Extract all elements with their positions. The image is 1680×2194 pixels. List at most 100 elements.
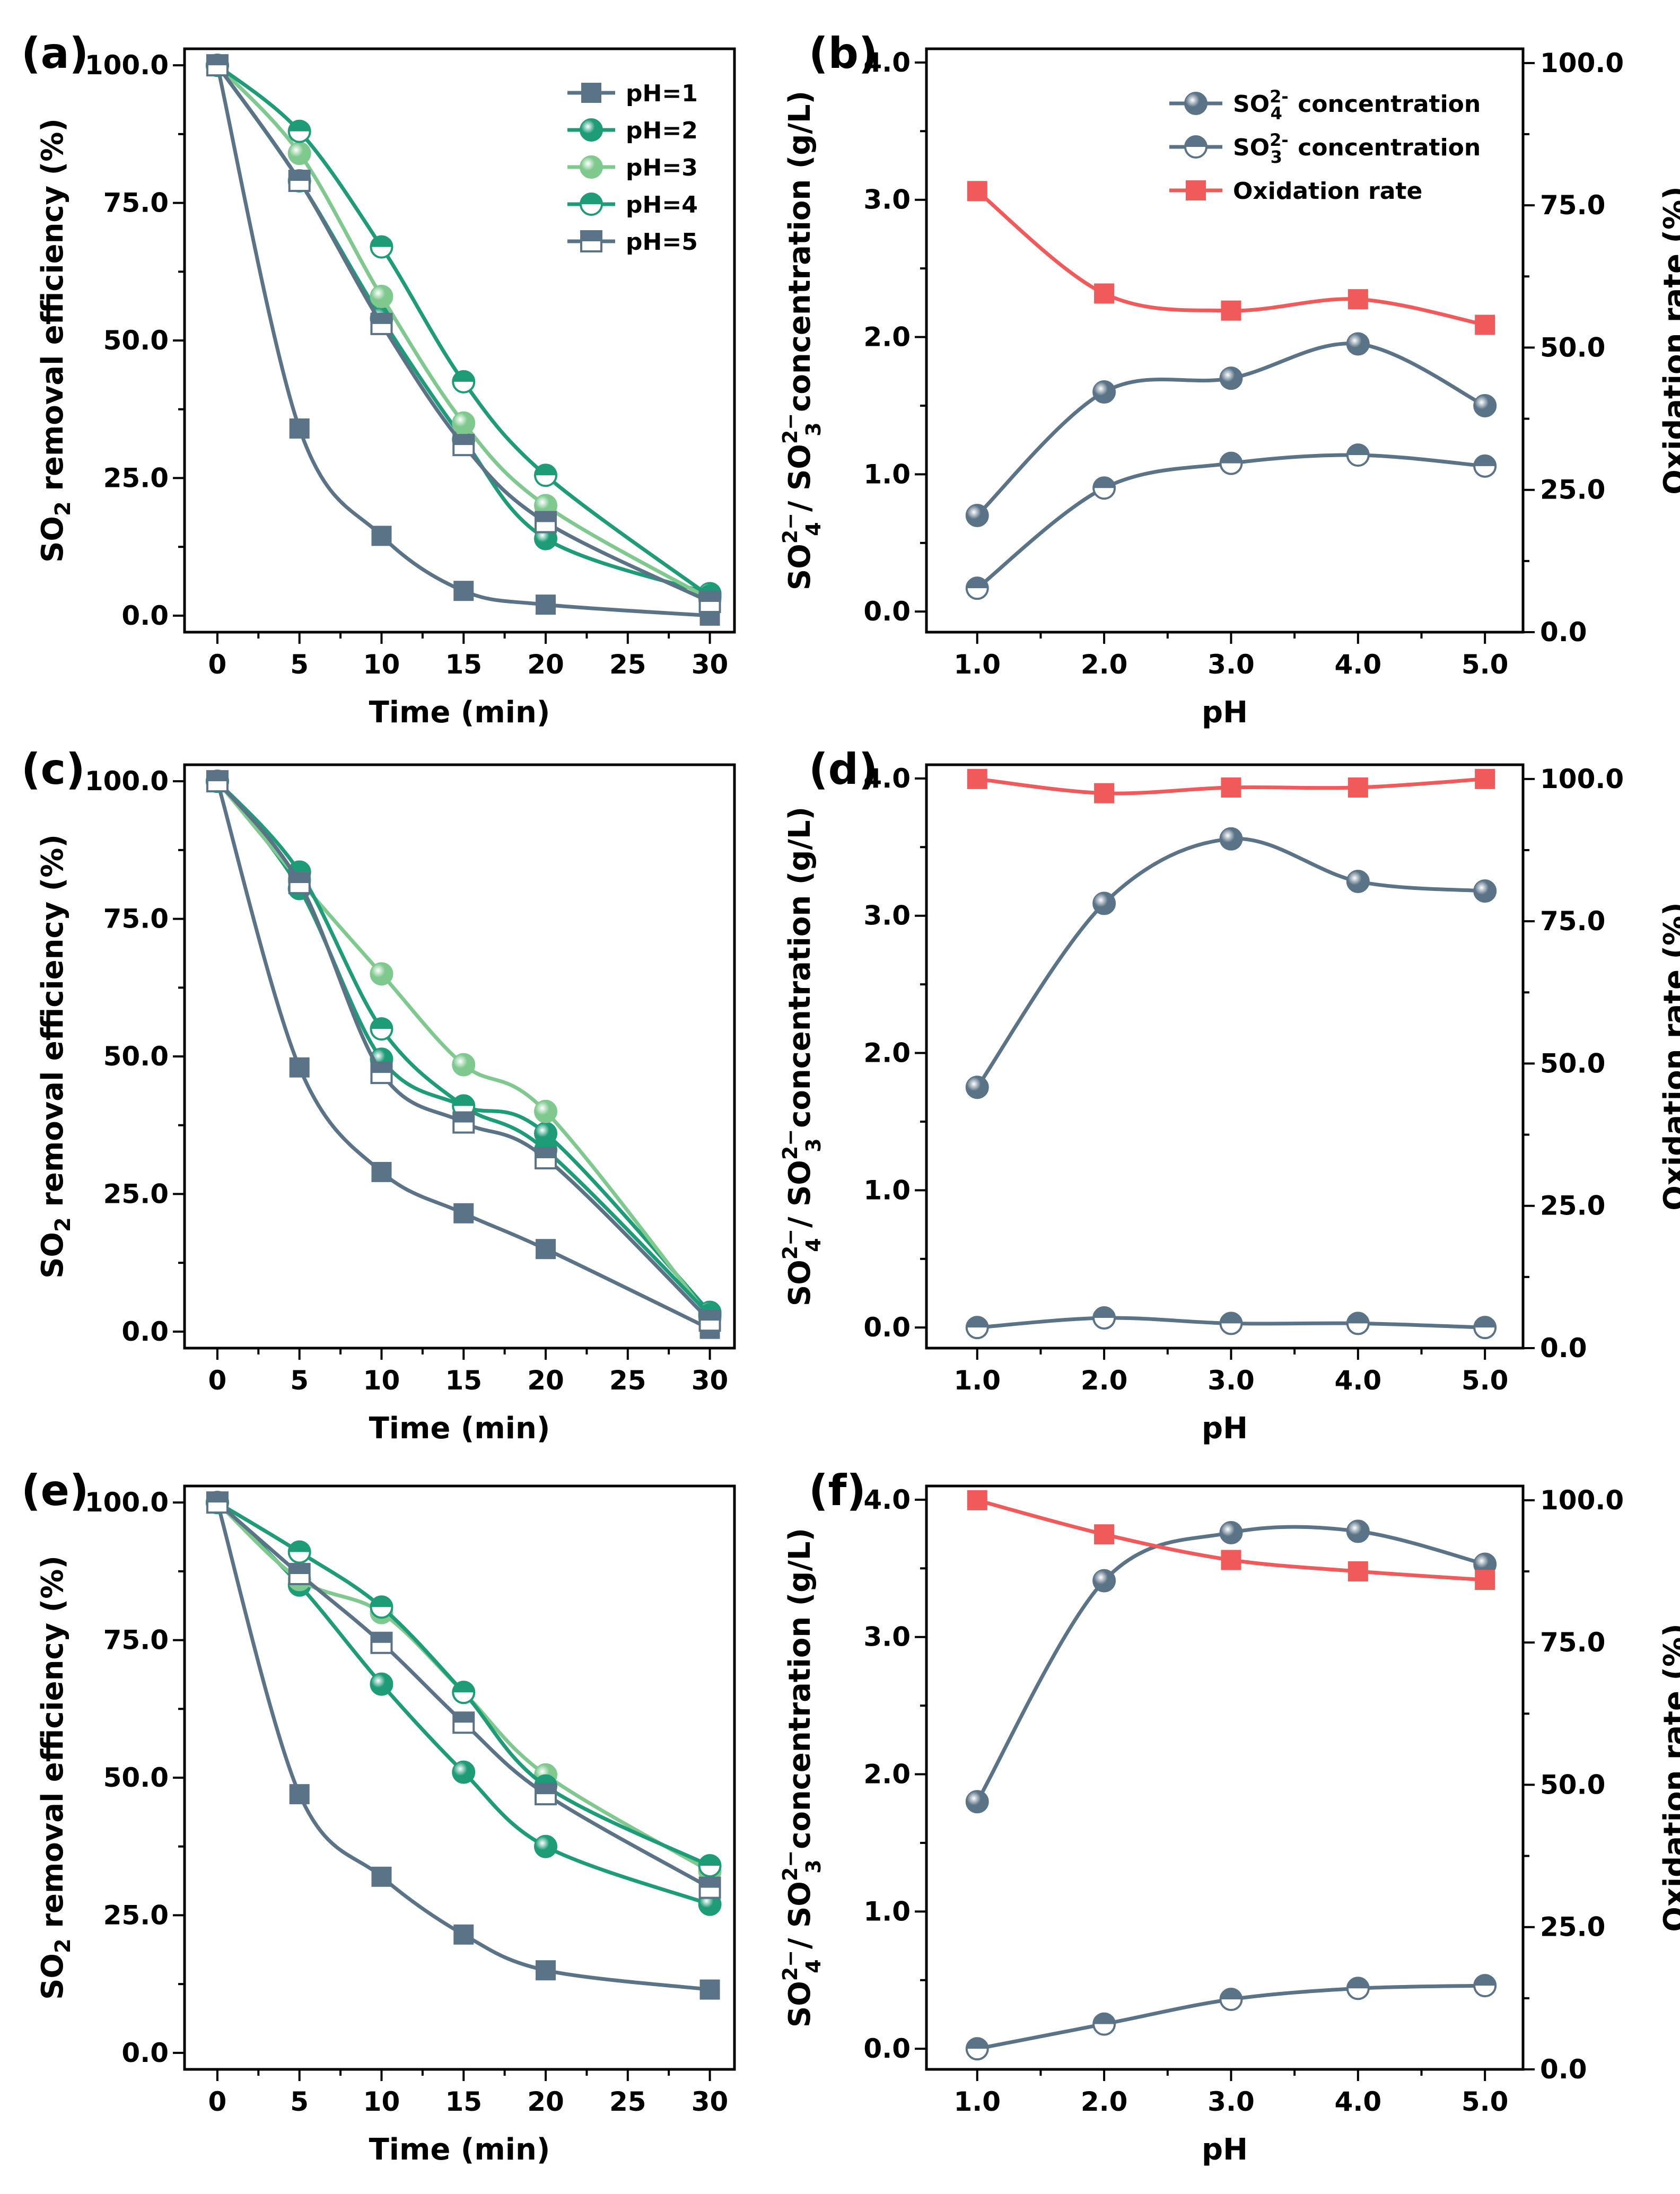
legend-marker bbox=[580, 155, 603, 179]
data-point-top bbox=[1474, 1317, 1496, 1328]
x-axis-title: Time (min) bbox=[369, 1411, 550, 1446]
data-point-top bbox=[1347, 444, 1369, 456]
y-title-part: removal efficiency (%) bbox=[36, 118, 70, 501]
y-tick-label: 3.0 bbox=[863, 901, 911, 931]
x-tick-label: 5.0 bbox=[1462, 1365, 1509, 1396]
series-ph-5 bbox=[206, 770, 721, 1332]
data-point bbox=[371, 1161, 392, 1182]
data-point-top bbox=[453, 1095, 475, 1106]
data-point bbox=[371, 1866, 392, 1887]
data-point bbox=[698, 1876, 721, 1899]
y2-tick-label: 100.0 bbox=[1540, 764, 1624, 794]
legend-sub: 4 bbox=[1271, 103, 1282, 124]
x-tick-label: 15 bbox=[445, 2086, 482, 2117]
legend-label: SO2-4 concentration bbox=[1233, 86, 1481, 124]
data-point-top bbox=[1347, 1313, 1369, 1324]
data-point bbox=[1094, 1524, 1115, 1545]
data-point bbox=[1348, 777, 1368, 798]
legend-label: pH=3 bbox=[626, 154, 698, 181]
y-tick-label: 100.0 bbox=[85, 766, 169, 797]
x-tick-label: 25 bbox=[609, 1365, 646, 1396]
plot-frame bbox=[925, 763, 1525, 1350]
y-title-sup: 2− bbox=[778, 1950, 802, 1981]
data-point-top bbox=[453, 1112, 474, 1123]
y-title-sub: 4 bbox=[802, 1238, 825, 1252]
legend-label: Oxidation rate bbox=[1233, 178, 1422, 205]
panel-label: (c) bbox=[21, 745, 85, 794]
series-so32-concentration bbox=[965, 443, 1497, 600]
data-point bbox=[1092, 380, 1116, 404]
series-ph-4 bbox=[205, 1491, 722, 1878]
x-tick-label: 20 bbox=[527, 649, 564, 680]
y-tick-label: 3.0 bbox=[863, 1622, 911, 1653]
data-point-top bbox=[699, 591, 720, 602]
data-point-top bbox=[288, 120, 310, 132]
y-tick-label: 1.0 bbox=[863, 459, 911, 490]
y-title-sub: 3 bbox=[802, 1138, 825, 1152]
legend-marker bbox=[580, 230, 602, 252]
data-point-top bbox=[207, 1492, 228, 1503]
y2-tick-label: 25.0 bbox=[1540, 475, 1605, 505]
y2-tick-label: 25.0 bbox=[1540, 1191, 1605, 1221]
data-point bbox=[452, 1760, 476, 1784]
series-so42-concentration bbox=[965, 332, 1497, 527]
data-point bbox=[535, 511, 557, 534]
x-tick-label: 15 bbox=[445, 649, 482, 680]
y-tick-label: 0.0 bbox=[121, 2038, 169, 2068]
legend-sup: 2- bbox=[1270, 130, 1289, 150]
data-point bbox=[288, 872, 311, 895]
panel-b: 1.0 2.0 3.0 4.0 5.0 0.0 1.0 2.0 3.0 4.0 0.0 25.0 50.… bbox=[778, 29, 1680, 730]
y-title-sub: 3 bbox=[802, 422, 825, 436]
y2-axis-title: Oxidation rate (%) bbox=[1658, 902, 1680, 1211]
data-point bbox=[1219, 366, 1243, 390]
data-point-top bbox=[371, 1596, 392, 1607]
x-tick-label: 0 bbox=[208, 2086, 227, 2117]
x-tick-label: 4.0 bbox=[1335, 649, 1382, 680]
legend-item: SO2-4 concentration bbox=[1169, 86, 1481, 124]
data-point bbox=[536, 1239, 556, 1260]
x-tick-label: 2.0 bbox=[1081, 2086, 1128, 2117]
y2-tick-label: 50.0 bbox=[1540, 332, 1605, 363]
data-point-top bbox=[1093, 2013, 1115, 2024]
x-axis-title: Time (min) bbox=[369, 2132, 550, 2167]
legend: pH=1 pH=2 pH=3 pH=4 pH=5 bbox=[567, 80, 698, 256]
y-axis-title: SO2−4 / SO2−3 concentration (g/L) bbox=[778, 807, 825, 1306]
data-point-top bbox=[1347, 1978, 1369, 1989]
data-point bbox=[1221, 300, 1241, 321]
data-point bbox=[1473, 1974, 1497, 1998]
x-tick-label: 10 bbox=[363, 2086, 400, 2117]
x-tick-label: 2.0 bbox=[1081, 649, 1128, 680]
legend-marker bbox=[580, 193, 603, 216]
series-line bbox=[976, 453, 1485, 590]
series-ph-5 bbox=[206, 1491, 721, 1899]
data-point bbox=[1348, 1561, 1368, 1581]
legend-marker bbox=[1184, 92, 1208, 115]
data-point-top bbox=[371, 313, 392, 324]
y-tick-label: 2.0 bbox=[863, 1038, 911, 1069]
data-point-top bbox=[288, 861, 310, 872]
x-tick-label: 4.0 bbox=[1335, 2086, 1382, 2117]
y-axis-title: SO2−4 / SO2−3 concentration (g/L) bbox=[778, 91, 825, 590]
y-tick-label: 0.0 bbox=[863, 596, 911, 627]
data-point bbox=[206, 1491, 229, 1514]
series-ph-1 bbox=[207, 771, 720, 1339]
y2-axis-title: Oxidation rate (%) bbox=[1658, 186, 1680, 495]
data-point bbox=[370, 312, 393, 335]
data-point bbox=[536, 1960, 556, 1981]
y-title-sup: 2− bbox=[778, 1129, 802, 1160]
series-ph-1 bbox=[207, 1492, 720, 2000]
data-point bbox=[967, 1490, 987, 1510]
data-point bbox=[534, 1834, 558, 1858]
series-line bbox=[975, 1525, 1486, 1803]
data-point bbox=[965, 1316, 989, 1340]
data-point bbox=[1473, 1316, 1497, 1340]
series-oxidation-rate bbox=[967, 1490, 1495, 1590]
y-title-sub: 3 bbox=[802, 1859, 825, 1873]
y-tick-label: 0.0 bbox=[863, 1312, 911, 1343]
data-point bbox=[370, 1017, 393, 1041]
data-point bbox=[452, 1053, 476, 1077]
data-point-top bbox=[966, 2038, 988, 2049]
x-tick-label: 25 bbox=[609, 2086, 646, 2117]
data-point-top bbox=[1220, 452, 1242, 464]
x-tick-label: 5 bbox=[290, 2086, 309, 2117]
